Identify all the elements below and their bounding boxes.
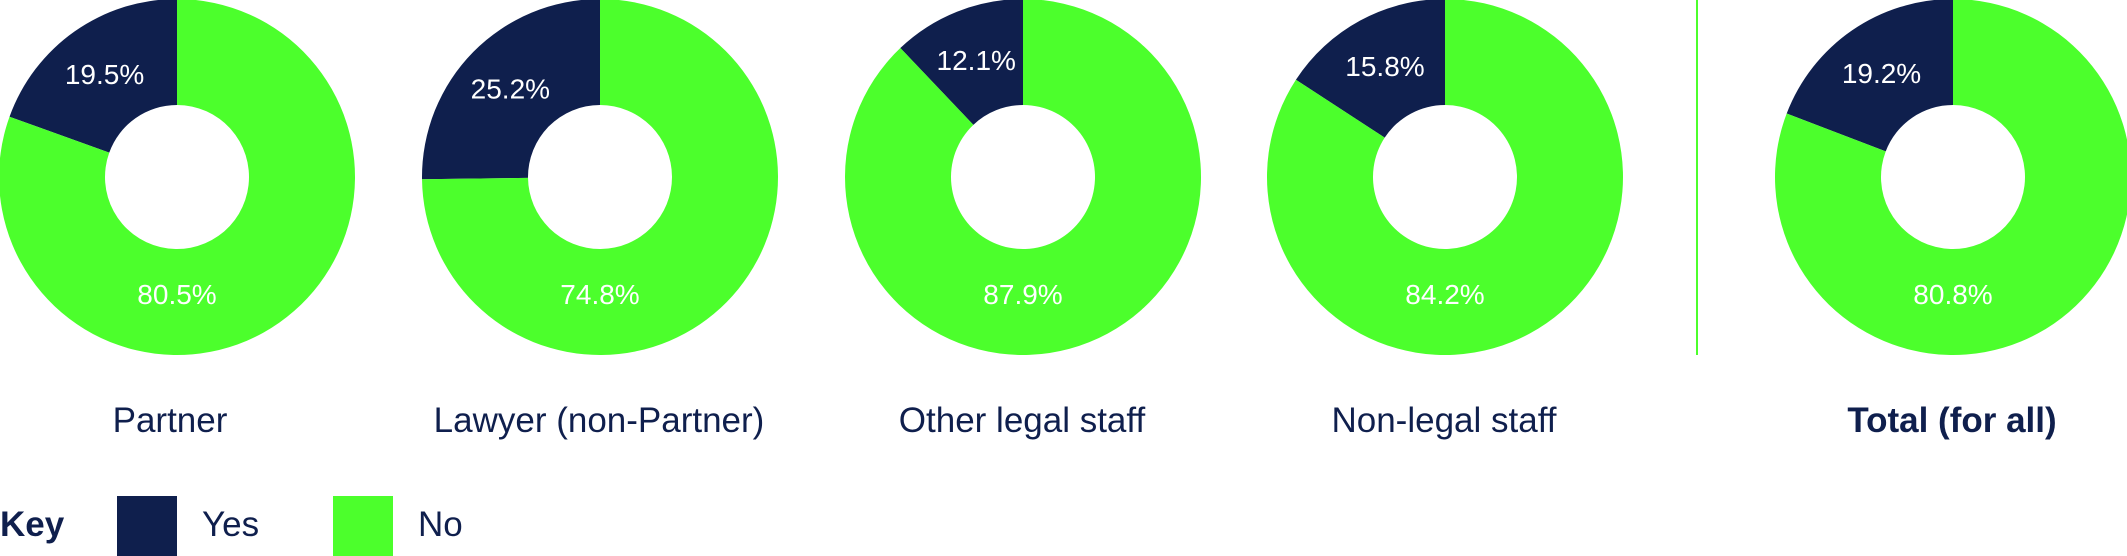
value-label-yes: 19.2%: [1842, 58, 1921, 89]
slice-yes: [1786, 0, 1953, 152]
value-label-no: 80.5%: [137, 279, 216, 310]
value-label-yes: 15.8%: [1345, 51, 1424, 82]
legend-label-no: No: [418, 505, 463, 544]
value-label-no: 74.8%: [560, 279, 639, 310]
slice-yes: [1295, 0, 1445, 138]
slice-yes: [9, 0, 177, 153]
legend-title: Key: [0, 505, 65, 544]
chart-label-non-legal: Non-legal staff: [1331, 401, 1557, 440]
slice-yes: [422, 0, 600, 180]
total-divider: [1696, 0, 1698, 355]
chart-label-total: Total (for all): [1847, 401, 2057, 440]
value-label-no: 84.2%: [1405, 279, 1484, 310]
slice-no: [1775, 0, 2127, 355]
value-label-no: 87.9%: [983, 279, 1062, 310]
slice-no: [0, 0, 355, 355]
slice-no: [845, 0, 1201, 355]
legend-label-yes: Yes: [202, 505, 260, 544]
value-label-yes: 12.1%: [937, 45, 1016, 76]
slice-yes: [900, 0, 1023, 125]
donut-non-legal: 15.8% 84.2%: [1267, 0, 1623, 355]
value-label-yes: 25.2%: [471, 73, 550, 104]
chart-label-lawyer: Lawyer (non-Partner): [433, 401, 765, 440]
donut-partner: 19.5% 80.5%: [0, 0, 355, 355]
legend-swatch-yes: [117, 496, 177, 556]
donut-lawyer: 25.2% 74.8%: [422, 0, 778, 355]
slice-no: [1267, 0, 1623, 355]
legend-swatch-no: [333, 496, 393, 556]
chart-label-other-legal: Other legal staff: [898, 401, 1146, 440]
donut-other-legal: 12.1% 87.9%: [845, 0, 1201, 355]
chart-label-partner: Partner: [112, 401, 228, 440]
donut-total: 19.2% 80.8%: [1775, 0, 2127, 355]
slice-no: [422, 0, 778, 355]
value-label-yes: 19.5%: [65, 59, 144, 90]
value-label-no: 80.8%: [1913, 279, 1992, 310]
